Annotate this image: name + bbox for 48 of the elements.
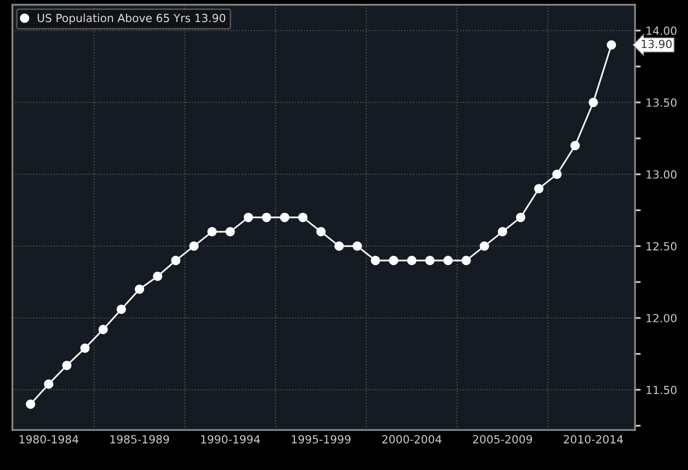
point bbox=[116, 304, 126, 314]
point bbox=[443, 256, 453, 266]
point bbox=[316, 227, 326, 236]
point bbox=[370, 256, 380, 266]
point bbox=[44, 379, 54, 389]
point bbox=[62, 360, 72, 370]
x-tick-label: 1985-1989 bbox=[110, 435, 169, 444]
point bbox=[498, 227, 508, 236]
x-tick-label: 1980-1984 bbox=[20, 435, 78, 444]
point bbox=[480, 241, 490, 251]
point bbox=[352, 241, 362, 251]
point bbox=[516, 212, 526, 222]
text: 13.90 bbox=[642, 40, 672, 48]
point bbox=[262, 212, 272, 222]
x-tick-label: 2005-2009 bbox=[473, 435, 532, 444]
x-tick-label: 2010-2014 bbox=[564, 435, 623, 444]
point bbox=[171, 256, 180, 266]
point bbox=[388, 256, 398, 266]
point bbox=[98, 324, 108, 334]
legend-label: US Population Above 65 Yrs 13.90 bbox=[38, 14, 226, 24]
point bbox=[606, 40, 616, 50]
point bbox=[588, 98, 598, 108]
point bbox=[298, 212, 308, 222]
point bbox=[26, 400, 36, 409]
point bbox=[334, 241, 344, 251]
point bbox=[280, 212, 290, 222]
point bbox=[407, 256, 416, 266]
y-tick-label: 13.00 bbox=[646, 170, 677, 179]
point bbox=[570, 140, 580, 150]
x-tick-label: 1995-1999 bbox=[292, 435, 350, 444]
x-tick-label: 1990-1994 bbox=[201, 435, 260, 444]
point bbox=[80, 343, 90, 353]
point bbox=[207, 227, 217, 236]
y-tick-label: 12.50 bbox=[646, 242, 677, 250]
x-tick-label: 2000-2004 bbox=[382, 435, 442, 444]
point bbox=[244, 212, 254, 222]
point bbox=[134, 284, 144, 294]
point bbox=[189, 241, 199, 251]
point bbox=[425, 256, 435, 266]
point bbox=[226, 227, 235, 236]
point bbox=[534, 184, 544, 194]
y-tick-label: 13.50 bbox=[646, 98, 677, 107]
point bbox=[152, 272, 162, 281]
point bbox=[552, 170, 562, 179]
y-tick-label: 12.00 bbox=[646, 314, 677, 322]
y-tick-label: 11.50 bbox=[646, 386, 677, 394]
point bbox=[462, 256, 471, 266]
y-tick-label: 14.00 bbox=[646, 26, 677, 35]
